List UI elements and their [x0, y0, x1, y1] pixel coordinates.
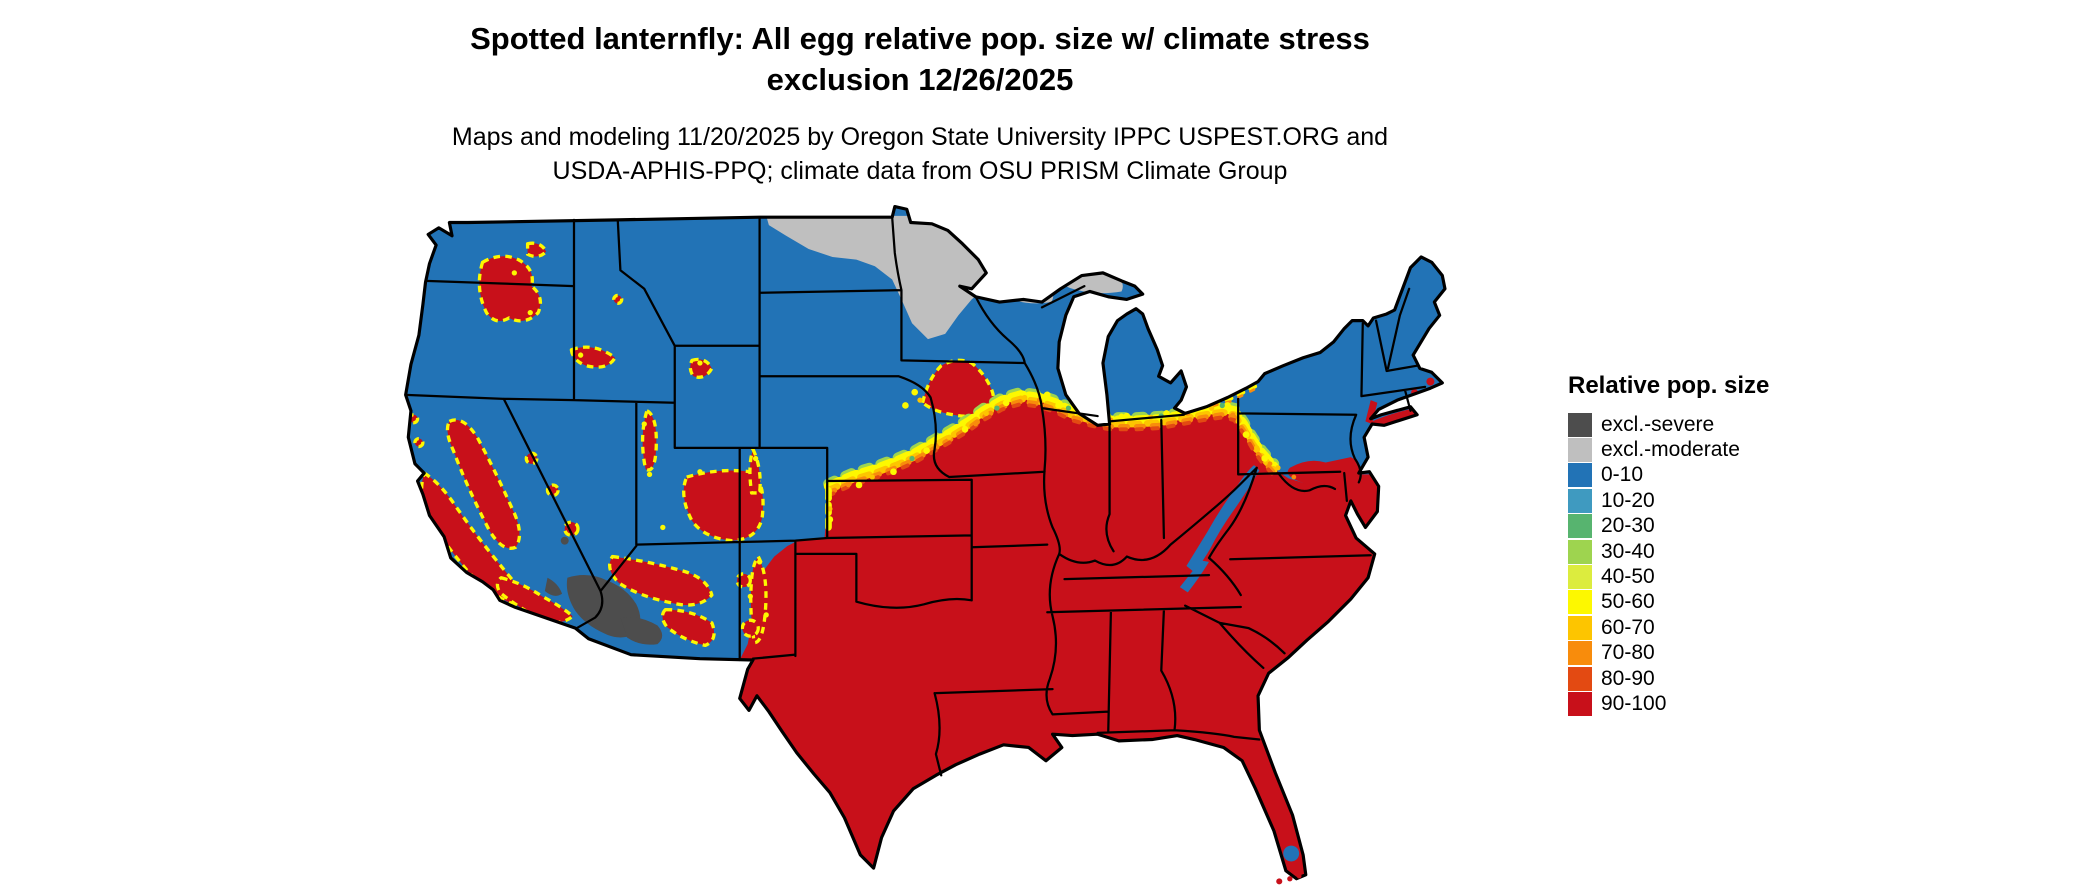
legend-label: 20-30	[1601, 514, 1655, 538]
legend-label: 60-70	[1601, 615, 1655, 639]
legend: Relative pop. size excl.-severe excl.-mod…	[1568, 372, 1769, 717]
legend-label: 30-40	[1601, 539, 1655, 563]
legend-label: 70-80	[1601, 641, 1655, 665]
state-borders	[404, 216, 1427, 777]
legend-item: 0-10	[1568, 463, 1769, 488]
legend-swatch	[1568, 514, 1592, 539]
legend-item: 20-30	[1568, 514, 1769, 539]
map-title: Spotted lanternfly: All egg relative pop…	[130, 18, 1710, 100]
transition-speckles	[511, 270, 1297, 618]
legend-label: 90-100	[1601, 691, 1667, 715]
us-map	[404, 205, 1447, 885]
region-excl-severe	[544, 536, 663, 645]
legend-item: 10-20	[1568, 488, 1769, 513]
legend-label: excl.-severe	[1601, 412, 1715, 436]
legend-item: 60-70	[1568, 615, 1769, 640]
map-container	[300, 196, 1540, 888]
legend-item: excl.-severe	[1568, 412, 1769, 437]
legend-item: 40-50	[1568, 564, 1769, 590]
legend-title: Relative pop. size	[1568, 372, 1770, 399]
map-subtitle-line1: Maps and modeling 11/20/2025 by Oregon S…	[451, 123, 1389, 151]
legend-swatch	[1568, 412, 1592, 437]
legend-label: 0-10	[1601, 463, 1644, 487]
legend-item: 30-40	[1568, 539, 1769, 564]
legend-swatch	[1568, 565, 1592, 590]
map-subtitle-line2: USDA-APHIS-PPQ; climate data from OSU PR…	[552, 157, 1288, 185]
legend-swatch	[1568, 438, 1592, 463]
legend-swatch	[1568, 666, 1592, 691]
legend-item: excl.-moderate	[1568, 437, 1769, 463]
legend-item: 80-90	[1568, 666, 1769, 691]
legend-item: 70-80	[1568, 641, 1769, 666]
legend-swatch	[1568, 463, 1592, 488]
legend-swatch	[1568, 539, 1592, 564]
legend-label: 40-50	[1601, 565, 1655, 589]
map-title-line2: exclusion 12/26/2025	[766, 62, 1074, 97]
legend-label: excl.-moderate	[1601, 438, 1740, 462]
region-high-west-patches	[407, 241, 996, 648]
legend-item: 90-100	[1568, 691, 1769, 716]
legend-swatch	[1568, 691, 1592, 716]
legend-label: 80-90	[1601, 666, 1655, 690]
legend-item: 50-60	[1568, 590, 1769, 615]
region-high-main	[633, 377, 1445, 879]
legend-swatch	[1568, 615, 1592, 640]
legend-swatch	[1568, 641, 1592, 666]
legend-items: excl.-severe excl.-moderate 0-10 10-20 20-30…	[1568, 412, 1769, 717]
map-subtitle: Maps and modeling 11/20/2025 by Oregon S…	[130, 120, 1710, 188]
legend-swatch	[1568, 590, 1592, 615]
us-outline	[404, 205, 1447, 881]
legend-label: 50-60	[1601, 590, 1655, 614]
florida-keys	[1276, 873, 1302, 885]
map-title-line1: Spotted lanternfly: All egg relative pop…	[470, 21, 1370, 56]
legend-swatch	[1568, 488, 1592, 513]
legend-label: 10-20	[1601, 488, 1655, 512]
